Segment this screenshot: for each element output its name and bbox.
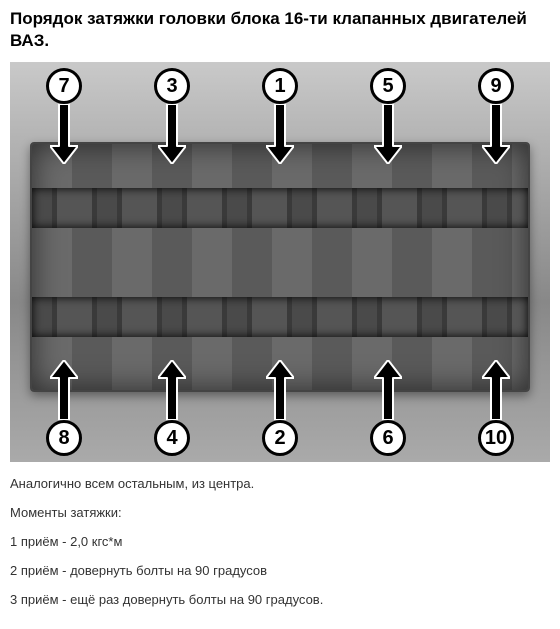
bolt-marker-5: 5 [370, 68, 406, 164]
page-container: Порядок затяжки головки блока 16-ти клап… [0, 0, 560, 629]
instructions-step: 3 приём - ещё раз довернуть болты на 90 … [10, 592, 550, 607]
arrow-down-icon [50, 104, 78, 164]
arrow-down-icon [374, 104, 402, 164]
page-title: Порядок затяжки головки блока 16-ти клап… [10, 8, 550, 52]
bolt-marker-3: 3 [154, 68, 190, 164]
bolt-number-circle: 6 [370, 420, 406, 456]
instructions-step: 2 приём - довернуть болты на 90 градусов [10, 563, 550, 578]
bolt-marker-9: 9 [478, 68, 514, 164]
bolt-number-circle: 9 [478, 68, 514, 104]
arrow-up-icon [50, 360, 78, 420]
instructions-block: Аналогично всем остальным, из центра. Мо… [10, 476, 550, 607]
instructions-step: 1 приём - 2,0 кгс*м [10, 534, 550, 549]
bolt-number-circle: 5 [370, 68, 406, 104]
bolt-number-circle: 4 [154, 420, 190, 456]
bolt-number-circle: 10 [478, 420, 514, 456]
arrow-up-icon [266, 360, 294, 420]
bolt-marker-7: 7 [46, 68, 82, 164]
bolt-marker-1: 1 [262, 68, 298, 164]
arrow-up-icon [482, 360, 510, 420]
bolt-number-circle: 3 [154, 68, 190, 104]
bolt-number-circle: 8 [46, 420, 82, 456]
torque-sequence-diagram: 7 3 1 5 9 8 4 2 6 10 [10, 62, 550, 462]
bolt-marker-6: 6 [370, 360, 406, 456]
bolt-marker-4: 4 [154, 360, 190, 456]
bolt-marker-10: 10 [478, 360, 514, 456]
arrow-up-icon [158, 360, 186, 420]
bolt-number-circle: 1 [262, 68, 298, 104]
instructions-heading: Моменты затяжки: [10, 505, 550, 520]
engine-head-block [30, 142, 530, 392]
instructions-intro: Аналогично всем остальным, из центра. [10, 476, 550, 491]
bolt-marker-2: 2 [262, 360, 298, 456]
camshaft-row-top [32, 188, 528, 228]
arrow-up-icon [374, 360, 402, 420]
camshaft-row-bottom [32, 297, 528, 337]
bolt-number-circle: 7 [46, 68, 82, 104]
arrow-down-icon [482, 104, 510, 164]
arrow-down-icon [158, 104, 186, 164]
bolt-marker-8: 8 [46, 360, 82, 456]
arrow-down-icon [266, 104, 294, 164]
bolt-number-circle: 2 [262, 420, 298, 456]
